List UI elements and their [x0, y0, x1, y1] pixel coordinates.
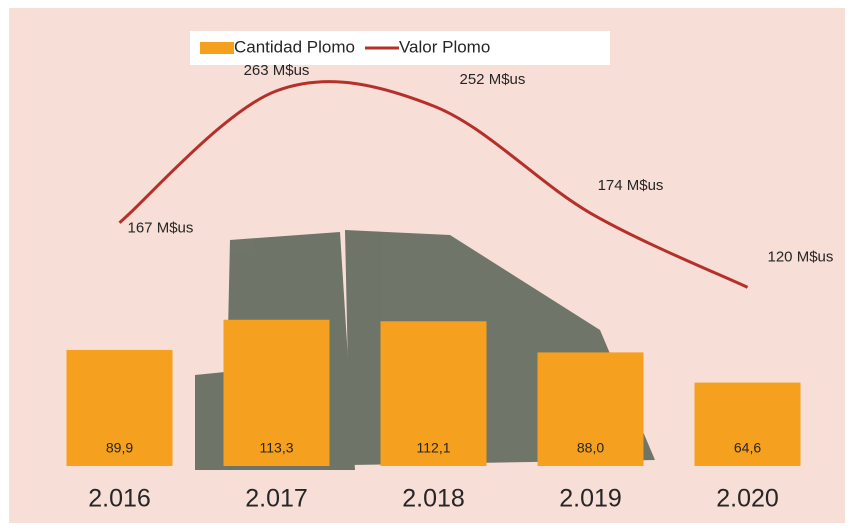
bar-value-label: 89,9 [106, 440, 133, 456]
bar [380, 321, 487, 466]
line-value-label: 167 M$us [128, 220, 194, 237]
legend-label: Cantidad Plomo [234, 37, 355, 56]
legend-label: Valor Plomo [399, 37, 490, 56]
legend-swatch [200, 42, 234, 54]
line [118, 80, 749, 289]
x-tick-label: 2.016 [88, 485, 151, 513]
bar-value-label: 113,3 [260, 440, 294, 456]
line-value-label: 120 M$us [768, 248, 834, 265]
lead-stack [195, 372, 225, 470]
bar-value-label: 112,1 [417, 440, 451, 456]
bar-value-label: 88,0 [577, 440, 604, 456]
line-value-label: 263 M$us [244, 62, 310, 79]
x-tick-label: 2.017 [245, 485, 308, 513]
x-tick-label: 2.020 [716, 485, 779, 513]
bar-value-label: 64,6 [734, 440, 761, 456]
bar [537, 352, 644, 466]
line-value-label: 252 M$us [460, 71, 526, 88]
bar [66, 349, 173, 466]
bar [694, 382, 801, 466]
legend-box [190, 31, 610, 65]
line-value-label: 174 M$us [598, 177, 664, 194]
bar [223, 319, 330, 466]
x-tick-label: 2.019 [559, 485, 622, 513]
x-tick-label: 2.018 [402, 485, 465, 513]
